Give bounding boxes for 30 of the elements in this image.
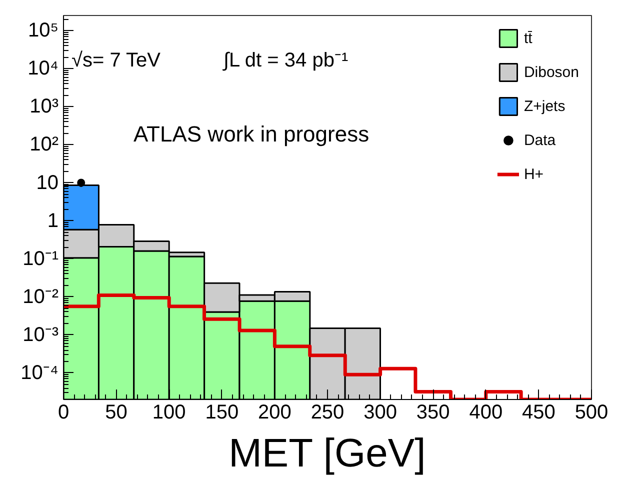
annotation: ∫L dt = 34 pb⁻¹ (222, 50, 348, 72)
y-tick-label: 10 (36, 172, 59, 194)
x-tick-label: 50 (105, 402, 128, 424)
y-tick-label: 10⁻³ (22, 324, 59, 346)
legend-label: Z+jets (524, 98, 566, 114)
x-tick-label: 450 (522, 402, 556, 424)
y-tick-label: 10⁴ (28, 58, 59, 80)
x-tick-label: 200 (258, 402, 292, 424)
x-tick-label: 300 (364, 402, 397, 424)
y-tick-label: 10⁻¹ (22, 248, 59, 270)
x-tick-label: 250 (310, 402, 344, 424)
legend-label: Data (524, 132, 556, 148)
annotation: ATLAS work in progress (134, 122, 370, 146)
x-axis-title: MET [GeV] (228, 432, 426, 476)
x-tick-label: 500 (574, 402, 608, 424)
x-tick-label: 400 (469, 402, 503, 424)
legend-label: tt̄ (524, 30, 534, 46)
x-tick-label: 150 (205, 402, 239, 424)
y-tick-label: 10³ (30, 96, 59, 118)
y-tick-label: 1 (47, 210, 58, 232)
y-tick-label: 10² (30, 134, 59, 156)
y-tick-label: 10⁻² (22, 286, 59, 308)
y-tick-label: 10⁵ (28, 20, 59, 42)
legend-label: Diboson (524, 64, 579, 80)
y-tick-label: 10⁻⁴ (20, 362, 59, 384)
legend-label: H+ (524, 166, 544, 182)
x-tick-label: 0 (58, 402, 70, 424)
x-tick-label: 350 (416, 402, 450, 424)
annotation: √s= 7 TeV (72, 50, 162, 72)
x-tick-label: 100 (152, 402, 186, 424)
